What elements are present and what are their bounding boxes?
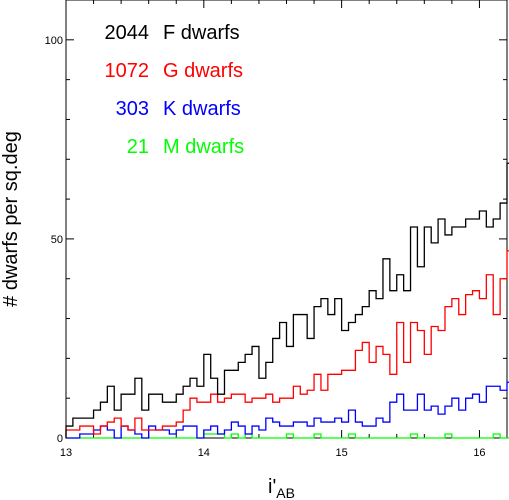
y-tick-label: 0 (57, 433, 63, 445)
legend-label-m-dwarfs: M dwarfs (163, 136, 244, 158)
legend-count-m-dwarfs: 21 (127, 136, 149, 158)
series-layer (65, 162, 509, 439)
legend-label-f-dwarfs: F dwarfs (163, 22, 240, 44)
x-axis-label-main: i' (268, 476, 276, 498)
x-tick-label: 14 (198, 447, 210, 459)
x-axis-label: i'AB (268, 476, 295, 500)
legend-count-f-dwarfs: 2044 (105, 22, 150, 44)
x-tick-label: 15 (336, 447, 348, 459)
legend: 2044 F dwarfs 1072 G dwarfs 303 K dwarfs 21 M d… (105, 22, 245, 158)
x-axis-label-subscript: AB (276, 485, 295, 500)
legend-label-k-dwarfs: K dwarfs (163, 98, 241, 120)
series-k-dwarfs (66, 381, 509, 439)
y-axis-label: # dwarfs per sq.deg (0, 131, 22, 307)
legend-count-k-dwarfs: 303 (116, 98, 149, 120)
series-m-dwarfs (66, 433, 509, 439)
x-tick-label: 13 (60, 447, 72, 459)
x-tick-label: 16 (473, 447, 485, 459)
y-tick-label: 50 (51, 234, 63, 246)
legend-label-g-dwarfs: G dwarfs (163, 60, 243, 82)
y-axis: 0 50 100 (45, 35, 507, 445)
series-g-dwarfs (65, 250, 509, 438)
legend-count-g-dwarfs: 1072 (105, 60, 150, 82)
y-tick-label: 100 (45, 35, 63, 47)
series-f-dwarfs (65, 162, 509, 438)
